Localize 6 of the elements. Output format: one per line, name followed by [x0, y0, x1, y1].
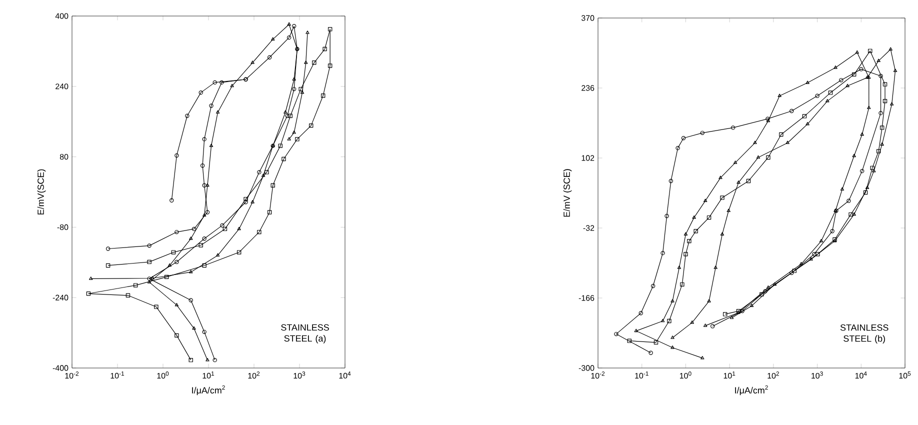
annotation: STAINLESS STEEL (a): [281, 324, 329, 344]
y-axis-title: E/mV (SCE): [563, 169, 572, 217]
x-axis-title: I/μA/cm$^{2}$: [735, 385, 768, 396]
x-axis-title: I/μA/cm$^{2}$: [192, 385, 225, 396]
y-axis-title: E/mV(SCE): [37, 169, 46, 214]
annotation: STAINLESS STEEL (b): [840, 324, 888, 344]
